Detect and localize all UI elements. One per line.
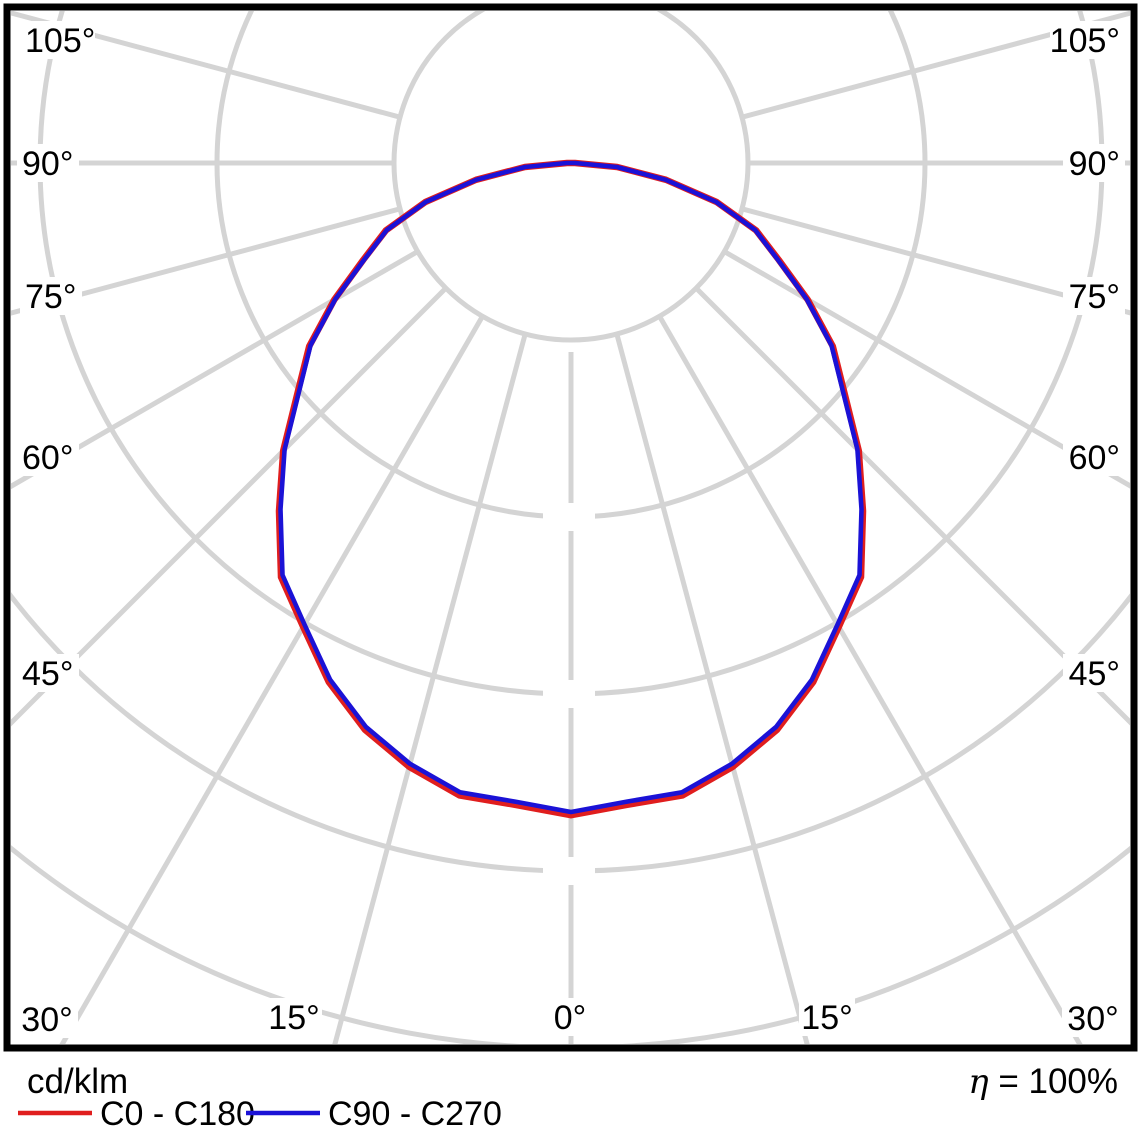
unit-label: cd/klm: [27, 1062, 128, 1101]
angle-label-30deg: 30°: [21, 1001, 72, 1039]
angle-label-box: [17, 654, 79, 692]
grid-radial-105-left: [11, 11, 401, 120]
angle-label-box: [548, 998, 592, 1036]
distribution-curves: [275, 159, 867, 819]
angle-label-15deg: 15°: [268, 999, 319, 1037]
angle-label-105deg: 105°: [25, 22, 95, 60]
angle-label-box: [799, 998, 855, 1036]
grid-radial-15-left: [332, 333, 528, 1044]
grid-radial-30-right: [657, 315, 1083, 1044]
angle-labels: 105° 90° 75° 60° 45° 30° 15° 0° 15° 30° 105° 90° 75°…: [16, 21, 1125, 1039]
grid-radial-45-left: [11, 286, 448, 727]
angle-label-box: [1062, 999, 1124, 1037]
angle-label-45deg: 45°: [22, 655, 73, 693]
angle-label-75deg: 75°: [25, 278, 76, 316]
grid-radial-15-right: [614, 333, 810, 1044]
angle-label-box: [1063, 654, 1125, 692]
legend-item-c90-c270-label: C90 - C270: [328, 1095, 502, 1133]
angle-label-box: [20, 21, 95, 59]
efficiency-label: η = 100%: [968, 1062, 1118, 1102]
angle-label-60deg: 60°: [22, 439, 73, 477]
angle-label-box: [1063, 277, 1125, 315]
angle-label-75deg: 75°: [1069, 278, 1120, 316]
grid-radial-105-right: [741, 11, 1130, 120]
angle-label-box: [1063, 438, 1125, 476]
angle-label-60deg: 60°: [1069, 439, 1120, 477]
legend-item-c0-c180-label: C0 - C180: [100, 1095, 255, 1133]
angle-label-105deg: 105°: [1050, 22, 1120, 60]
legend: cd/klm C0 - C180 C90 - C270 η = 100%: [18, 1062, 1118, 1133]
scale-label-gap: [543, 680, 595, 708]
grid-radial-30-left: [59, 315, 485, 1044]
angle-label-box: [1050, 21, 1125, 59]
angle-label-15deg: 15°: [801, 999, 852, 1037]
grid-radial-60-right: [723, 249, 1130, 489]
angle-label-45deg: 45°: [1069, 655, 1120, 693]
angle-label-box: [17, 144, 79, 182]
angle-label-0deg: 0°: [554, 999, 587, 1037]
plot-border: [3, 3, 1138, 1052]
angle-label-box: [1063, 144, 1125, 182]
grid-radial-75-left: [11, 206, 401, 316]
angle-label-box: [17, 438, 79, 476]
grid-radial-60-left: [11, 249, 419, 490]
scale-label-gap: [543, 503, 595, 531]
angle-label-box: [20, 277, 82, 315]
efficiency-value: = 100%: [989, 1062, 1118, 1101]
angle-label-box: [266, 998, 322, 1036]
efficiency-symbol: η: [968, 1062, 989, 1102]
angle-label-box: [16, 1000, 78, 1038]
curve-c90-c270: [278, 160, 864, 815]
angle-label-90deg: 90°: [1069, 145, 1120, 183]
grid-radial-75-right: [741, 206, 1130, 316]
grid-radial-45-right: [694, 286, 1130, 726]
angle-label-30deg: 30°: [1067, 1000, 1118, 1038]
scale-label-gap: [543, 857, 595, 885]
angle-label-90deg: 90°: [22, 145, 73, 183]
